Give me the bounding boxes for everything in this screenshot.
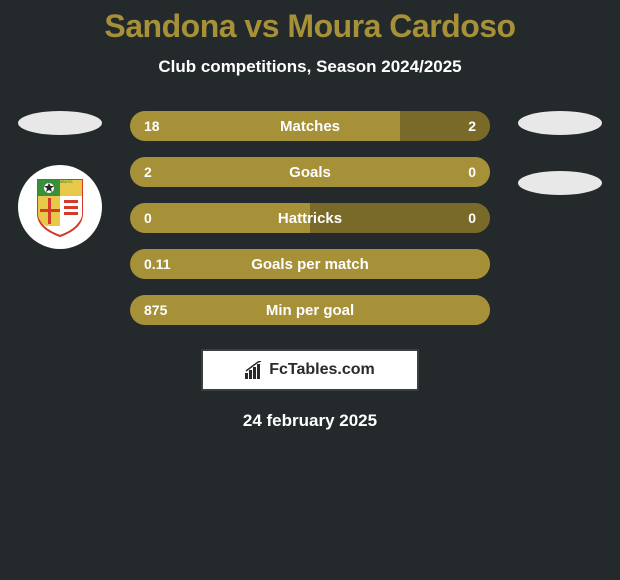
stats-list: 18 2 Matches 2 0 Goals 0 0 Hattricks 0.11 Goals pe… bbox=[130, 111, 490, 325]
club-badge-left: BIRKIRKARA F.C. bbox=[18, 165, 102, 249]
bars-icon bbox=[245, 361, 265, 379]
svg-text:BIRKIRKARA F.C.: BIRKIRKARA F.C. bbox=[47, 180, 74, 184]
subtitle: Club competitions, Season 2024/2025 bbox=[0, 57, 620, 77]
content-area: BIRKIRKARA F.C. 18 2 Matches 2 0 Goals 0 0 Hattr… bbox=[0, 111, 620, 325]
branding-badge: FcTables.com bbox=[201, 349, 419, 391]
shield-icon: BIRKIRKARA F.C. bbox=[34, 176, 86, 238]
stat-row: 2 0 Goals bbox=[130, 157, 490, 187]
player-left-placeholder bbox=[18, 111, 102, 135]
player-right-placeholder bbox=[518, 111, 602, 135]
branding-text: FcTables.com bbox=[269, 361, 375, 379]
stat-value-left: 18 bbox=[144, 118, 160, 134]
stat-fill-left bbox=[130, 111, 400, 141]
stat-value-left: 0 bbox=[144, 210, 152, 226]
stat-label: Matches bbox=[280, 118, 340, 135]
stat-value-left: 2 bbox=[144, 164, 152, 180]
page-title: Sandona vs Moura Cardoso bbox=[0, 8, 620, 45]
stat-value-right: 0 bbox=[468, 164, 476, 180]
stat-row: 18 2 Matches bbox=[130, 111, 490, 141]
player-left-column: BIRKIRKARA F.C. bbox=[10, 111, 110, 249]
stat-row: 875 Min per goal bbox=[130, 295, 490, 325]
stat-fill-right bbox=[400, 111, 490, 141]
stat-row: 0.11 Goals per match bbox=[130, 249, 490, 279]
stat-label: Goals per match bbox=[251, 256, 369, 273]
club-right-placeholder bbox=[518, 171, 602, 195]
date-label: 24 february 2025 bbox=[0, 411, 620, 431]
player-right-column bbox=[510, 111, 610, 225]
stat-label: Min per goal bbox=[266, 302, 354, 319]
stat-label: Hattricks bbox=[278, 210, 342, 227]
stat-value-left: 0.11 bbox=[144, 256, 170, 272]
comparison-card: Sandona vs Moura Cardoso Club competitio… bbox=[0, 0, 620, 431]
stat-value-right: 2 bbox=[468, 118, 476, 134]
stat-value-right: 0 bbox=[468, 210, 476, 226]
stat-value-left: 875 bbox=[144, 302, 167, 318]
stat-row: 0 0 Hattricks bbox=[130, 203, 490, 233]
stat-label: Goals bbox=[289, 164, 331, 181]
